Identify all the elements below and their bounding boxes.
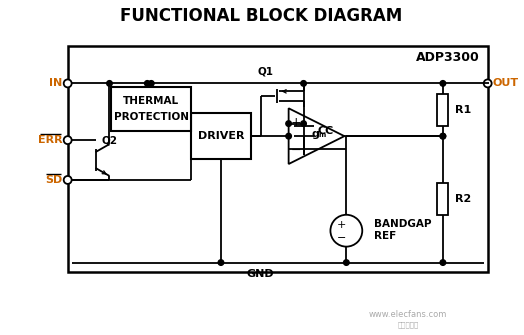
Text: Q2: Q2 [102, 135, 117, 145]
Circle shape [145, 81, 150, 86]
Bar [112, 87, 191, 131]
Circle shape [440, 133, 446, 139]
Text: PROTECTION: PROTECTION [114, 112, 189, 122]
Circle shape [344, 260, 349, 265]
Bar [438, 94, 449, 126]
Circle shape [286, 133, 291, 139]
Bar [438, 184, 449, 215]
Circle shape [148, 81, 154, 86]
Text: R1: R1 [455, 105, 471, 115]
Circle shape [64, 136, 72, 144]
Text: REF: REF [374, 231, 397, 241]
Text: BANDGAP: BANDGAP [374, 219, 432, 229]
Text: R2: R2 [455, 194, 471, 204]
Circle shape [440, 133, 446, 139]
Circle shape [64, 176, 72, 184]
Circle shape [218, 260, 224, 265]
Text: ERR: ERR [38, 135, 63, 145]
Text: +: + [337, 220, 346, 230]
Text: gₘ: gₘ [312, 129, 327, 139]
Text: −: − [290, 144, 301, 156]
Bar [68, 46, 488, 272]
Text: www.elecfans.com: www.elecfans.com [369, 310, 447, 319]
Circle shape [107, 81, 112, 86]
Text: 电子发烧友: 电子发烧友 [397, 321, 419, 328]
Text: SD: SD [46, 175, 63, 185]
Text: THERMAL: THERMAL [123, 96, 179, 106]
Text: IN: IN [49, 78, 63, 88]
Text: −: − [337, 233, 346, 243]
Circle shape [286, 121, 291, 126]
Circle shape [64, 79, 72, 87]
Text: GND: GND [247, 269, 275, 279]
Bar [191, 113, 251, 159]
Text: +: + [290, 116, 301, 129]
Text: OUT: OUT [493, 78, 519, 88]
Text: FUNCTIONAL BLOCK DIAGRAM: FUNCTIONAL BLOCK DIAGRAM [119, 7, 402, 25]
Circle shape [440, 81, 446, 86]
Text: Q1: Q1 [258, 66, 274, 76]
Circle shape [484, 79, 492, 87]
Text: DRIVER: DRIVER [198, 131, 244, 141]
Circle shape [301, 121, 307, 126]
Text: CC: CC [318, 126, 334, 136]
Circle shape [440, 260, 446, 265]
Circle shape [301, 81, 307, 86]
Text: ADP3300: ADP3300 [416, 51, 479, 64]
